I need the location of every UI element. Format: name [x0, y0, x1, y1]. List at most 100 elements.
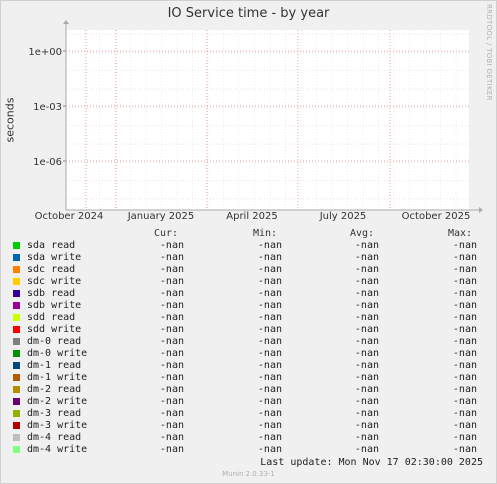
legend-series-name: sdb read — [27, 288, 76, 299]
legend-cur-value: -nan — [159, 252, 184, 263]
legend-swatch — [13, 326, 20, 333]
legend-avg-value: -nan — [354, 336, 379, 347]
legend-series-name: sdc write — [27, 276, 82, 287]
legend-max-value: -nan — [452, 384, 477, 395]
legend-max-value: -nan — [452, 420, 477, 431]
legend-avg-value: -nan — [354, 348, 379, 359]
legend-swatch — [13, 290, 20, 297]
legend-row: dm-2 read -nan -nan -nan -nan — [0, 384, 497, 396]
legend-swatch — [13, 350, 20, 357]
legend-avg-value: -nan — [354, 276, 379, 287]
legend-max-value: -nan — [452, 252, 477, 263]
legend-min-value: -nan — [257, 288, 282, 299]
x-tick-label: October 2024 — [35, 211, 104, 222]
legend-swatch — [13, 266, 20, 273]
legend-avg-value: -nan — [354, 420, 379, 431]
legend-max-value: -nan — [452, 336, 477, 347]
legend-series-name: dm-0 read — [27, 336, 82, 347]
legend-swatch — [13, 278, 20, 285]
legend-header-min: Min: — [253, 228, 278, 239]
legend-header-cur: Cur: — [154, 228, 179, 239]
legend-swatch — [13, 302, 20, 309]
legend-swatch — [13, 446, 20, 453]
legend-row: dm-0 read -nan -nan -nan -nan — [0, 336, 497, 348]
legend-cur-value: -nan — [159, 408, 184, 419]
legend-cur-value: -nan — [159, 288, 184, 299]
legend-avg-value: -nan — [354, 300, 379, 311]
y-axis-arrow — [63, 20, 69, 24]
legend-min-value: -nan — [257, 312, 282, 323]
legend-row: dm-3 write -nan -nan -nan -nan — [0, 420, 497, 432]
legend-row: sda read -nan -nan -nan -nan — [0, 240, 497, 252]
legend-row: sdb read -nan -nan -nan -nan — [0, 288, 497, 300]
legend-cur-value: -nan — [159, 420, 184, 431]
legend-series-name: sdb write — [27, 300, 82, 311]
y-tick-label: 1e-03 — [33, 102, 62, 113]
legend-swatch — [13, 410, 20, 417]
legend-swatch — [13, 422, 20, 429]
legend-swatch — [13, 314, 20, 321]
y-tick-label: 1e+00 — [28, 47, 62, 58]
legend-series-name: sdc read — [27, 264, 76, 275]
legend-avg-value: -nan — [354, 444, 379, 455]
legend-max-value: -nan — [452, 288, 477, 299]
legend-max-value: -nan — [452, 408, 477, 419]
legend-row: sdd read -nan -nan -nan -nan — [0, 312, 497, 324]
legend-avg-value: -nan — [354, 264, 379, 275]
legend-max-value: -nan — [452, 312, 477, 323]
legend-avg-value: -nan — [354, 396, 379, 407]
legend-row: dm-0 write -nan -nan -nan -nan — [0, 348, 497, 360]
legend-cur-value: -nan — [159, 360, 184, 371]
munin-version: Munin 2.0.33-1 — [222, 470, 275, 478]
legend-series-name: dm-4 write — [27, 444, 88, 455]
legend-series-name: sdd write — [27, 324, 82, 335]
x-axis-arrow — [479, 207, 483, 213]
legend-cur-value: -nan — [159, 336, 184, 347]
legend-header-avg: Avg: — [350, 228, 375, 239]
legend-avg-value: -nan — [354, 312, 379, 323]
legend-cur-value: -nan — [159, 276, 184, 287]
y-tick-label: 1e-06 — [33, 157, 62, 168]
legend-cur-value: -nan — [159, 396, 184, 407]
legend-max-value: -nan — [452, 444, 477, 455]
legend-min-value: -nan — [257, 300, 282, 311]
legend-cur-value: -nan — [159, 432, 184, 443]
legend-series-name: dm-0 write — [27, 348, 88, 359]
legend-row: sdd write -nan -nan -nan -nan — [0, 324, 497, 336]
legend-min-value: -nan — [257, 240, 282, 251]
legend-max-value: -nan — [452, 348, 477, 359]
x-tick-label: July 2025 — [319, 211, 367, 222]
legend-max-value: -nan — [452, 264, 477, 275]
legend-row: dm-4 read -nan -nan -nan -nan — [0, 432, 497, 444]
x-tick-label: January 2025 — [127, 211, 195, 222]
legend-swatch — [13, 338, 20, 345]
legend-cur-value: -nan — [159, 300, 184, 311]
legend-max-value: -nan — [452, 372, 477, 383]
legend-row: sdc write -nan -nan -nan -nan — [0, 276, 497, 288]
legend-series-name: dm-3 write — [27, 420, 88, 431]
legend-series-name: dm-1 write — [27, 372, 88, 383]
legend-max-value: -nan — [452, 300, 477, 311]
legend-swatch — [13, 362, 20, 369]
legend-avg-value: -nan — [354, 432, 379, 443]
legend-series-name: sda read — [27, 240, 76, 251]
legend-swatch — [13, 398, 20, 405]
legend-avg-value: -nan — [354, 324, 379, 335]
legend-avg-value: -nan — [354, 408, 379, 419]
plot-area: 1e+00 1e-03 1e-06 October 2024 January 2025 A… — [28, 20, 483, 222]
x-tick-label: October 2025 — [402, 211, 471, 222]
legend-min-value: -nan — [257, 384, 282, 395]
legend-series-name: dm-3 read — [27, 408, 82, 419]
legend-header-max: Max: — [448, 228, 473, 239]
legend-swatch — [13, 242, 20, 249]
legend-row: sdb write -nan -nan -nan -nan — [0, 300, 497, 312]
plot-background — [66, 30, 469, 210]
legend-cur-value: -nan — [159, 240, 184, 251]
legend-series-name: dm-1 read — [27, 360, 82, 371]
legend-series-name: sdd read — [27, 312, 76, 323]
chart-title: IO Service time - by year — [167, 6, 330, 21]
last-update: Last update: Mon Nov 17 02:30:00 2025 — [260, 457, 483, 468]
legend-swatch — [13, 254, 20, 261]
legend-swatch — [13, 434, 20, 441]
legend-min-value: -nan — [257, 264, 282, 275]
